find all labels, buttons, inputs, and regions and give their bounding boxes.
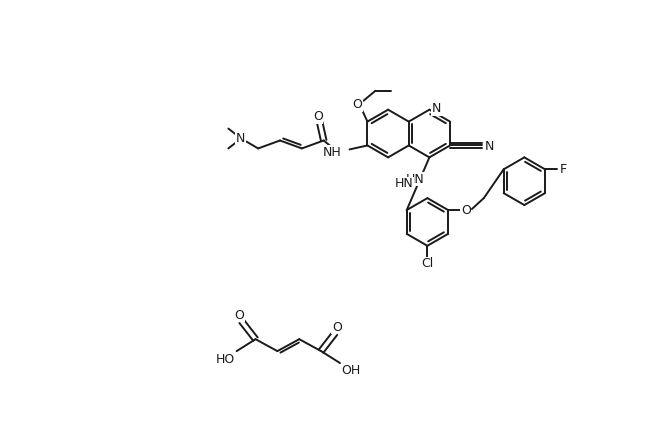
Text: N: N <box>236 132 245 145</box>
Text: HN: HN <box>406 173 425 186</box>
Text: N: N <box>431 102 441 115</box>
Text: O: O <box>235 309 244 322</box>
Text: OH: OH <box>342 365 360 378</box>
Text: Cl: Cl <box>421 257 433 270</box>
Text: F: F <box>560 163 566 176</box>
Text: O: O <box>461 203 471 217</box>
Text: O: O <box>313 110 323 123</box>
Text: O: O <box>352 98 362 111</box>
Text: HO: HO <box>216 353 236 366</box>
Text: O: O <box>332 321 342 334</box>
Text: HN: HN <box>395 177 413 190</box>
Text: NH: NH <box>323 146 342 159</box>
Text: N: N <box>485 140 495 153</box>
